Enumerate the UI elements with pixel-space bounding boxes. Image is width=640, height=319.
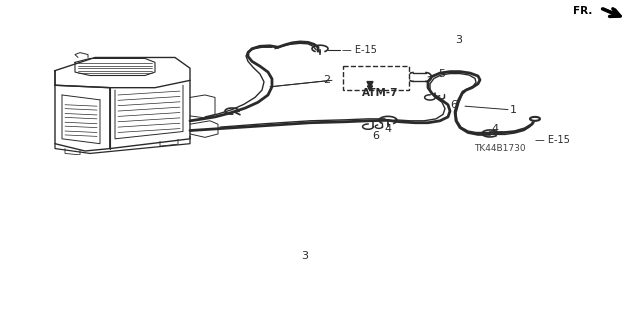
Text: 5: 5 (438, 69, 445, 79)
Text: 4: 4 (492, 124, 499, 134)
Text: 3: 3 (301, 251, 308, 261)
Text: 2: 2 (323, 75, 330, 85)
Text: 6: 6 (372, 131, 380, 141)
Text: FR.: FR. (573, 6, 592, 16)
Text: 1: 1 (510, 105, 517, 115)
Text: TK44B1730: TK44B1730 (474, 144, 526, 153)
Text: — E-15: — E-15 (342, 45, 377, 55)
Ellipse shape (530, 117, 540, 121)
Text: — E-15: — E-15 (535, 135, 570, 145)
Text: 4: 4 (385, 124, 392, 134)
Text: 3: 3 (456, 35, 463, 45)
Text: 6: 6 (450, 100, 457, 110)
Text: ATM-7: ATM-7 (362, 88, 399, 99)
FancyBboxPatch shape (343, 66, 409, 90)
